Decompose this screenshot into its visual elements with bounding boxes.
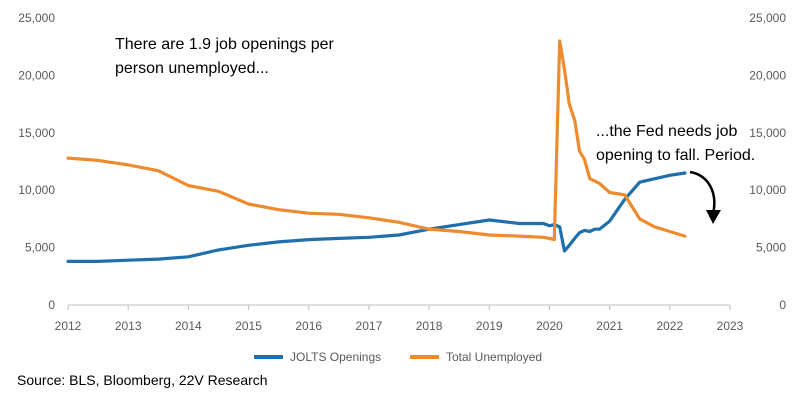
x-tick-label: 2013 (115, 319, 142, 333)
legend-label-unemployed: Total Unemployed (446, 350, 542, 364)
source-note: Source: BLS, Bloomberg, 22V Research (17, 372, 268, 388)
y-tick-left: 20,000 (18, 68, 55, 82)
y-tick-right: 15,000 (749, 126, 786, 140)
x-tick-label: 2017 (356, 319, 383, 333)
x-tick-label: 2014 (175, 319, 202, 333)
x-tick-label: 2020 (536, 319, 563, 333)
y-tick-left: 0 (48, 298, 55, 312)
annotation-right-line2: opening to fall. Period. (596, 147, 755, 164)
series-line-total-unemployed (66, 39, 687, 242)
y-axis-left: 0 5,000 10,000 15,000 20,000 25,000 (18, 11, 55, 312)
series-group (66, 39, 687, 263)
y-tick-left: 25,000 (18, 11, 55, 25)
curved-arrow-icon (689, 170, 721, 224)
x-tick-label: 2012 (55, 319, 82, 333)
x-tick-label: 2022 (656, 319, 683, 333)
y-tick-left: 15,000 (18, 126, 55, 140)
legend: JOLTS Openings Total Unemployed (254, 350, 542, 364)
series-line-jolts-openings (66, 171, 687, 263)
legend-label-jolts: JOLTS Openings (290, 350, 381, 364)
x-tick-label: 2021 (596, 319, 623, 333)
x-tick-label: 2018 (416, 319, 443, 333)
annotation-left-line2: person unemployed... (115, 60, 269, 77)
annotation-left-line1: There are 1.9 job openings per (115, 36, 334, 53)
y-axis-right: 0 5,000 10,000 15,000 20,000 25,000 (749, 11, 786, 312)
x-tick-label: 2023 (717, 319, 744, 333)
y-tick-right: 10,000 (749, 183, 786, 197)
annotation-right-line1: ...the Fed needs job (596, 123, 738, 140)
y-tick-left: 10,000 (18, 183, 55, 197)
y-tick-right: 20,000 (749, 68, 786, 82)
y-tick-right: 5,000 (756, 241, 786, 255)
x-tick-label: 2019 (476, 319, 503, 333)
y-tick-right: 25,000 (749, 11, 786, 25)
y-tick-right: 0 (779, 298, 786, 312)
y-tick-left: 5,000 (25, 241, 55, 255)
x-axis: 2012 2013 2014 2015 2016 2017 2018 2019 2020 2021… (55, 305, 744, 333)
x-tick-label: 2016 (295, 319, 322, 333)
x-tick-label: 2015 (235, 319, 262, 333)
